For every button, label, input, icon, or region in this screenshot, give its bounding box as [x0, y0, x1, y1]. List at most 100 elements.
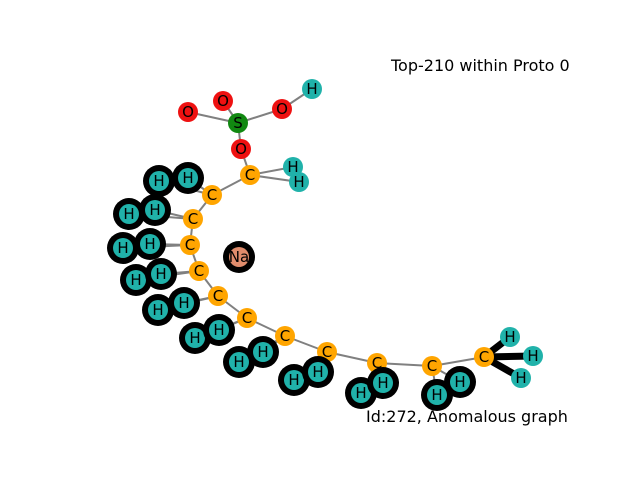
atom-H9b: H [302, 356, 334, 388]
atom-node [149, 171, 169, 191]
atom-label: H [257, 343, 268, 361]
atom-node [213, 91, 233, 111]
atom-node [126, 270, 146, 290]
atom-label: H [287, 158, 298, 176]
atom-node [283, 157, 303, 177]
atom-node [209, 320, 229, 340]
atom-label: C [427, 357, 437, 375]
atom-node [511, 368, 531, 388]
atom-node [180, 235, 200, 255]
atom-label: H [431, 386, 442, 404]
atom-H6b: H [168, 287, 200, 319]
atom-label: H [153, 172, 164, 190]
atom-H8a: H [223, 346, 255, 378]
atom-label: O [217, 92, 229, 110]
atom-label: H [144, 235, 155, 253]
atom-node [228, 113, 248, 133]
atom-label: C [245, 166, 255, 184]
atom-label: H [288, 371, 299, 389]
atom-label: H [182, 169, 193, 187]
atom-H11b: H [444, 366, 476, 398]
atom-label: H [117, 239, 128, 257]
atom-label: C [188, 210, 198, 228]
atom-label: H [504, 328, 515, 346]
atom-node [113, 238, 133, 258]
atom-O3: O [272, 99, 292, 119]
atom-label: H [155, 265, 166, 283]
atom-H2b: H [172, 162, 204, 194]
atom-node [208, 286, 228, 306]
atom-node [231, 139, 251, 159]
atom-H3a: H [113, 198, 145, 230]
atom-node [450, 372, 470, 392]
atom-O2: O [213, 91, 233, 111]
atom-label: H [454, 373, 465, 391]
atom-node [145, 200, 165, 220]
atom-node [178, 168, 198, 188]
atom-label: O [276, 100, 288, 118]
atom-label: Na [229, 248, 249, 266]
atom-H1b: H [289, 172, 309, 192]
atom-label: C [242, 309, 252, 327]
atom-node [500, 327, 520, 347]
atom-node [189, 261, 209, 281]
atom-H11a: H [421, 379, 453, 411]
atom-node [422, 356, 442, 376]
atom-C8: C [275, 326, 295, 346]
atom-H4b: H [134, 228, 166, 260]
atom-C12: C [474, 347, 494, 367]
atom-H12c: H [511, 368, 531, 388]
atom-node [272, 99, 292, 119]
atom-H1a: H [283, 157, 303, 177]
atom-H3b: H [139, 194, 171, 226]
atom-label: C [479, 348, 489, 366]
atom-node [140, 234, 160, 254]
atom-C2: C [202, 185, 222, 205]
atom-C4: C [180, 235, 200, 255]
atom-C6: C [208, 286, 228, 306]
atom-node [474, 347, 494, 367]
atom-node [202, 185, 222, 205]
atom-node [253, 342, 273, 362]
atom-label: H [515, 369, 526, 387]
atom-H5a: H [120, 264, 152, 296]
atom-node [427, 385, 447, 405]
atom-S: S [228, 113, 248, 133]
graph-title: Top-210 within Proto 0 [391, 56, 570, 75]
atom-node [237, 308, 257, 328]
atom-H0: H [302, 79, 322, 99]
atom-H7b: H [203, 314, 235, 346]
atom-Na: Na [223, 241, 255, 273]
atom-H4a: H [107, 232, 139, 264]
atom-H10b: H [367, 367, 399, 399]
atom-H2a: H [143, 165, 175, 197]
atom-label: H [152, 301, 163, 319]
atom-node [373, 373, 393, 393]
atom-label: H [178, 294, 189, 312]
atom-label: H [293, 173, 304, 191]
atom-node [240, 165, 260, 185]
atom-node [351, 383, 371, 403]
atom-node [308, 362, 328, 382]
atom-O4: O [231, 139, 251, 159]
atom-H8b: H [247, 336, 279, 368]
atom-label: H [377, 374, 388, 392]
atom-label: C [372, 354, 382, 372]
atom-node [302, 79, 322, 99]
atom-label: C [213, 287, 223, 305]
atom-label: S [233, 114, 243, 132]
atom-O1: O [178, 102, 198, 122]
atom-node [275, 326, 295, 346]
atom-label: H [306, 80, 317, 98]
atom-label: H [233, 353, 244, 371]
atom-node [185, 328, 205, 348]
atom-node [229, 247, 249, 267]
atom-label: H [123, 205, 134, 223]
graph-footer: Id:272, Anomalous graph [366, 407, 568, 426]
atom-node [174, 293, 194, 313]
atom-label: C [207, 186, 217, 204]
atom-label: H [527, 347, 538, 365]
atom-label: H [213, 321, 224, 339]
